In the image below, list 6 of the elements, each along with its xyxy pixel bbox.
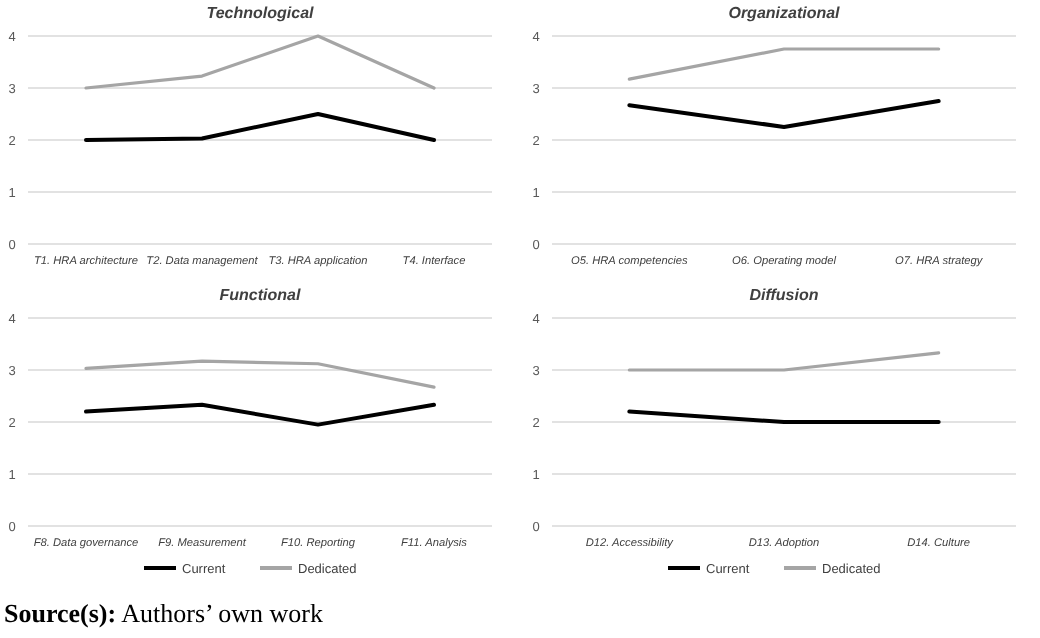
line-series [84,359,436,389]
chart-title: Functional [219,286,302,304]
source-note: Source(s): Authors’ own work [4,598,324,628]
chart-title: Organizational [728,4,842,22]
chart-title: Diffusion [749,286,819,304]
chart-title: Technological [206,4,316,22]
